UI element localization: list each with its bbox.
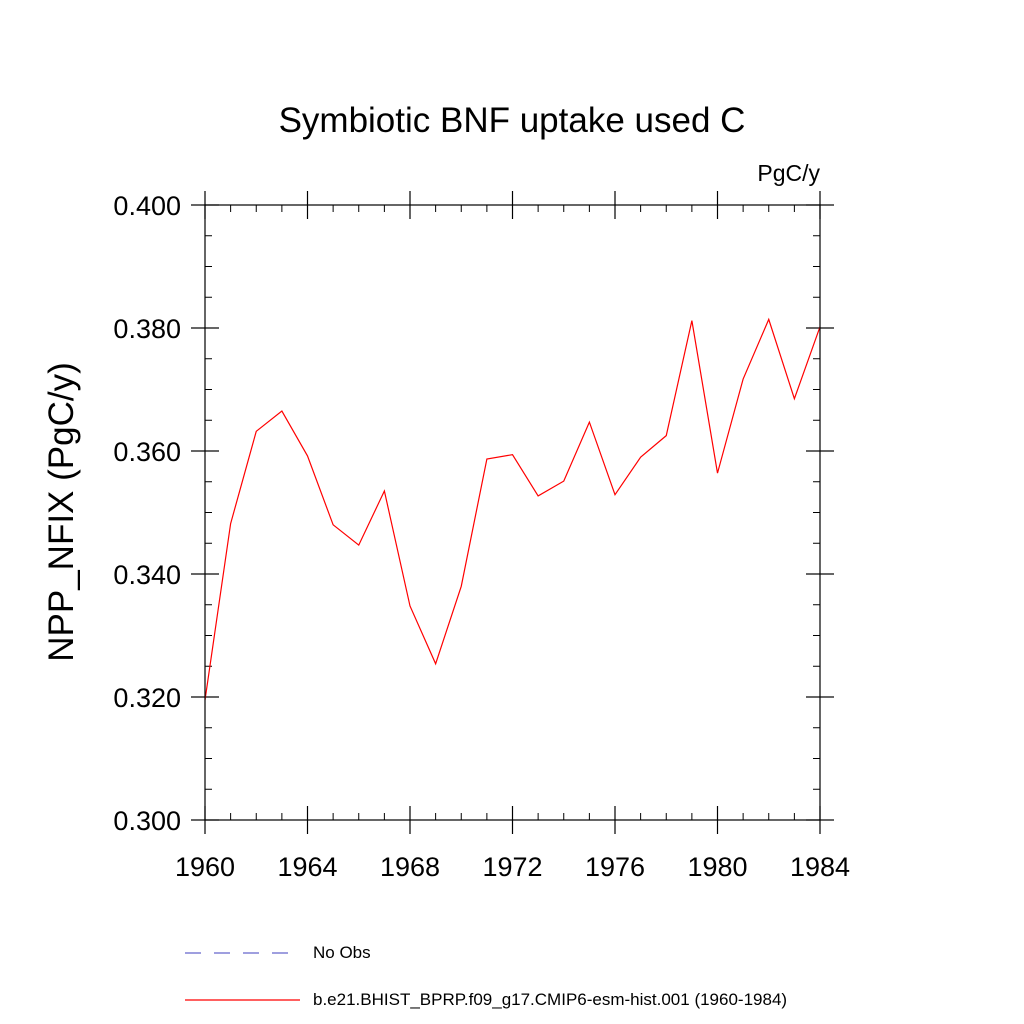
legend-label-no-obs: No Obs [313,943,371,962]
series-layer [204,317,821,701]
legend-label-model-run: b.e21.BHIST_BPRP.f09_g17.CMIP6-esm-hist.… [313,990,788,1009]
axis-ticks: 1960 1964 1968 1972 1976 1980 1984 0.300 0.320 0.… [113,191,850,882]
y-axis-label: NPP_NFIX (PgC/y) [42,362,81,662]
plot-frame [204,204,821,821]
series-line [204,317,821,701]
x-tick-label: 1964 [277,852,337,882]
units-label: PgC/y [757,160,820,186]
x-tick-label: 1968 [380,852,440,882]
x-tick-label: 1960 [175,852,235,882]
chart-title: Symbiotic BNF uptake used C [279,101,746,140]
y-tick-label: 0.320 [113,683,181,713]
y-tick-label: 0.340 [113,560,181,590]
y-tick-label: 0.400 [113,191,181,221]
x-tick-label: 1984 [790,852,850,882]
y-tick-label: 0.300 [113,806,181,836]
legend [185,952,300,1001]
x-tick-label: 1972 [482,852,542,882]
y-tick-label: 0.380 [113,314,181,344]
x-tick-label: 1976 [585,852,645,882]
x-tick-label: 1980 [687,852,747,882]
y-tick-label: 0.360 [113,437,181,467]
